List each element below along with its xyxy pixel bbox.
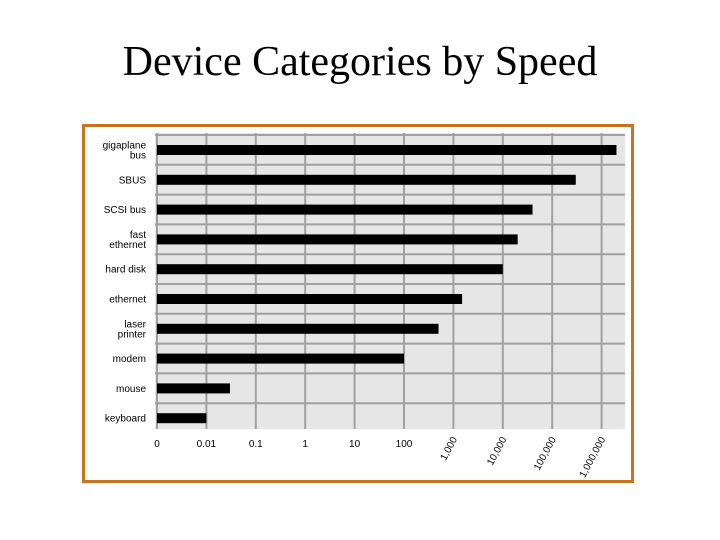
category-label-line: ethernet <box>109 295 146 306</box>
category-label: ethernet <box>109 295 146 306</box>
category-label: SCSI bus <box>104 205 146 216</box>
bar <box>157 323 439 334</box>
x-tick-label: 0.1 <box>249 439 263 450</box>
category-label: mouse <box>116 384 146 395</box>
x-tick-label: 1,000,000 <box>578 435 609 480</box>
category-label-line: laser <box>124 319 146 330</box>
category-label-line: keyboard <box>105 414 146 425</box>
bar <box>157 145 617 155</box>
category-label: hard disk <box>105 265 147 276</box>
category-label-line: hard disk <box>105 265 147 276</box>
x-tick-label: 0.01 <box>197 439 217 450</box>
category-label: fast ethernet <box>109 230 146 251</box>
bar <box>157 353 404 364</box>
category-label: gigaplane bus <box>103 141 147 162</box>
x-tick-label: 1,000 <box>439 435 461 463</box>
bar <box>157 264 503 275</box>
category-label-line: bus <box>130 151 146 162</box>
x-tick-label: 100,000 <box>532 435 559 472</box>
bars <box>157 145 617 424</box>
bar <box>157 234 518 245</box>
chart-frame: gigaplane bus SBUS SCSI bus fast ethernet hard… <box>82 124 634 483</box>
category-label: modem <box>113 354 146 365</box>
category-label: SBUS <box>119 175 147 186</box>
bar <box>157 204 533 215</box>
category-label: laser printer <box>118 319 147 340</box>
slide-title: Device Categories by Speed <box>122 39 598 85</box>
x-tick-label: 10 <box>349 439 361 450</box>
x-tick-label: 0 <box>154 439 160 450</box>
x-tick-labels: 0 0.01 0.1 1 10 100 1,000 10,000 100,000 1,000,00… <box>154 435 608 480</box>
category-label-line: printer <box>118 329 147 340</box>
bar <box>157 383 230 394</box>
x-tick-label: 10,000 <box>485 435 509 468</box>
category-label-line: gigaplane <box>103 141 147 152</box>
bar <box>157 174 576 185</box>
x-tick-label: 100 <box>396 439 413 450</box>
category-label-line: fast <box>130 230 146 241</box>
category-label-line: SBUS <box>119 175 147 186</box>
bar <box>157 413 207 424</box>
bar <box>157 294 463 304</box>
category-label-line: SCSI bus <box>104 205 146 216</box>
category-label: keyboard <box>105 414 146 425</box>
x-tick-label: 1 <box>302 439 308 450</box>
category-label-line: mouse <box>116 384 146 395</box>
category-label-line: modem <box>113 354 146 365</box>
category-label-line: ethernet <box>109 240 146 251</box>
